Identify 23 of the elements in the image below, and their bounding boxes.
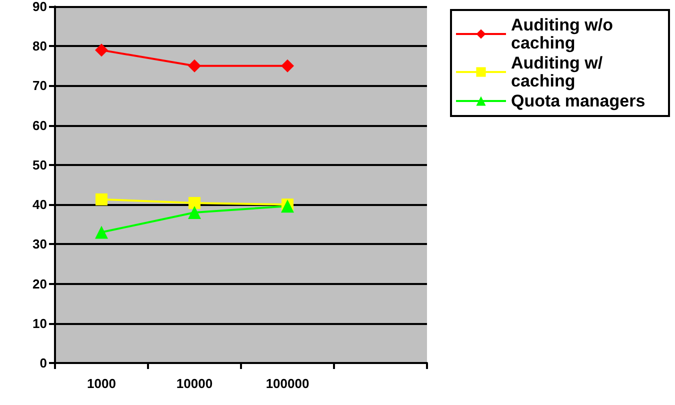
y-tick-label: 50 [32,157,47,172]
x-tick-label: 10000 [176,376,213,391]
point [188,59,201,72]
y-tick-label: 10 [32,316,47,331]
y-tick-label: 60 [32,118,47,133]
y-tick-label: 70 [32,78,47,94]
point [95,226,108,239]
point [96,193,108,206]
legend-label: Auditing w/ caching [511,54,608,90]
y-tick-label: 30 [32,236,47,252]
point [95,44,108,57]
point [188,206,201,219]
x-tick-label: 100000 [266,376,310,391]
point [188,196,200,209]
y-tick-label: 20 [32,276,47,292]
x-tick-label: 1000 [87,376,116,391]
y-tick-label: 80 [32,38,47,54]
y-tick-label: 90 [32,0,47,14]
legend-label: Quota managers [511,92,646,110]
legend-label: Auditing w/o caching [511,16,618,52]
y-tick-label: 40 [32,197,47,212]
point [281,59,294,72]
y-tick-label: 0 [40,356,47,370]
